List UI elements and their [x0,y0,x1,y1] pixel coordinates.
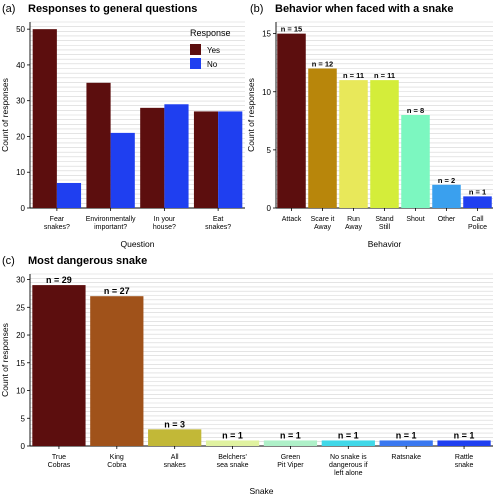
bar [277,33,306,208]
bar [379,440,433,446]
x-tick-label: Belchers' sea snake [217,454,249,469]
bar [308,68,337,208]
panel-b-chart: 0 5 10 15 Count of responses Behavior n = 15 n … [246,21,493,249]
bar [321,440,375,446]
y-tick-label: 10 [16,387,25,396]
data-label: n = 1 [469,187,486,196]
y-tick-label: 25 [16,303,25,312]
y-axis-label: Count of responses [0,323,10,397]
data-label: n = 3 [164,419,185,429]
bar [432,184,461,208]
y-tick-label: 30 [16,276,25,285]
bar-yes [193,111,219,208]
data-label: n = 29 [46,275,72,285]
data-label: n = 1 [454,430,475,440]
y-tick-label: 15 [16,359,25,368]
x-tick-label: King Cobra [107,454,126,469]
x-tick-label: No snake is dangerous if left alone [329,454,368,477]
data-label: n = 27 [104,286,130,296]
data-label: n = 1 [338,430,359,440]
y-tick-label: 10 [262,88,271,97]
y-tick-label: 10 [16,168,25,177]
panel-b-title: Behavior when faced with a snake [275,3,454,15]
bar [32,285,86,446]
x-tick-label: Environmentally important? [86,216,136,231]
bar [401,115,430,208]
y-tick-label: 0 [21,204,26,213]
y-tick-label: 30 [16,97,25,106]
panel-c-chart: 0 5 10 15 20 25 30 Count of responses Snake n = 2… [0,273,493,496]
data-label: n = 1 [280,430,301,440]
panel-c-tag: (c) [2,255,15,267]
bar-no [218,111,243,208]
x-tick-label: All snakes [164,454,187,469]
x-tick-label: True Cobras [48,454,71,469]
bar-yes [86,82,111,208]
bar [263,440,318,446]
data-label: n = 8 [407,106,424,115]
data-label: n = 11 [374,71,395,80]
legend-swatch [190,58,201,69]
y-axis-label: Count of responses [0,78,10,152]
legend-label: No [207,60,218,69]
legend-title: Response [190,28,231,38]
bar-no [110,132,135,208]
x-tick-label: Other [438,216,456,223]
data-label: n = 11 [343,71,364,80]
panel-c-title: Most dangerous snake [28,255,147,267]
data-label: n = 1 [396,430,417,440]
x-tick-label: Eat snakes? [205,216,231,231]
bar [90,296,144,446]
x-tick-label: Green Pit Viper [277,454,304,469]
bar [148,429,202,446]
y-tick-label: 5 [21,414,26,423]
bar-yes [32,29,57,209]
x-tick-label: Ratsnake [391,454,421,461]
y-axis-label: Count of responses [246,78,256,152]
y-tick-label: 50 [16,25,25,34]
y-tick-label: 15 [262,30,271,39]
x-axis-label: Snake [249,486,273,496]
x-tick-label: Call Police [468,216,487,231]
bar [205,440,260,446]
x-tick-label: Run Away [345,216,362,231]
bar [339,80,368,208]
x-tick-label: Scare it Away [311,216,335,231]
bar-no [164,104,189,208]
data-label: n = 15 [281,25,302,34]
data-label: n = 2 [438,176,455,185]
data-label: n = 12 [312,60,333,69]
x-tick-label: In your house? [153,216,176,231]
legend-label: Yes [207,46,220,55]
x-tick-label: Shout [406,216,424,223]
x-axis-label: Behavior [368,239,402,249]
x-tick-label: Stand Still [375,216,393,231]
x-axis-label: Question [120,239,154,249]
x-tick-label: Attack [282,216,302,223]
bar [437,440,491,446]
bar [370,80,399,208]
x-tick-label: Rattle snake [455,454,474,469]
y-tick-label: 20 [16,132,25,141]
legend-swatch [190,44,201,55]
panel-a-chart: 0 10 20 30 40 50 Count of responses Question Fea… [0,21,245,249]
panel-a-title: Responses to general questions [28,3,197,15]
y-tick-label: 20 [16,331,25,340]
x-tick-label: Fear snakes? [44,216,70,231]
bar-yes [140,107,165,208]
panel-b-tag: (b) [250,3,263,15]
bar-no [56,182,82,208]
y-tick-label: 40 [16,61,25,70]
bar [463,196,492,208]
y-tick-label: 0 [267,204,272,213]
data-label: n = 1 [222,430,243,440]
panel-a-tag: (a) [2,3,15,15]
y-tick-label: 5 [267,146,272,155]
y-tick-label: 0 [21,442,26,451]
